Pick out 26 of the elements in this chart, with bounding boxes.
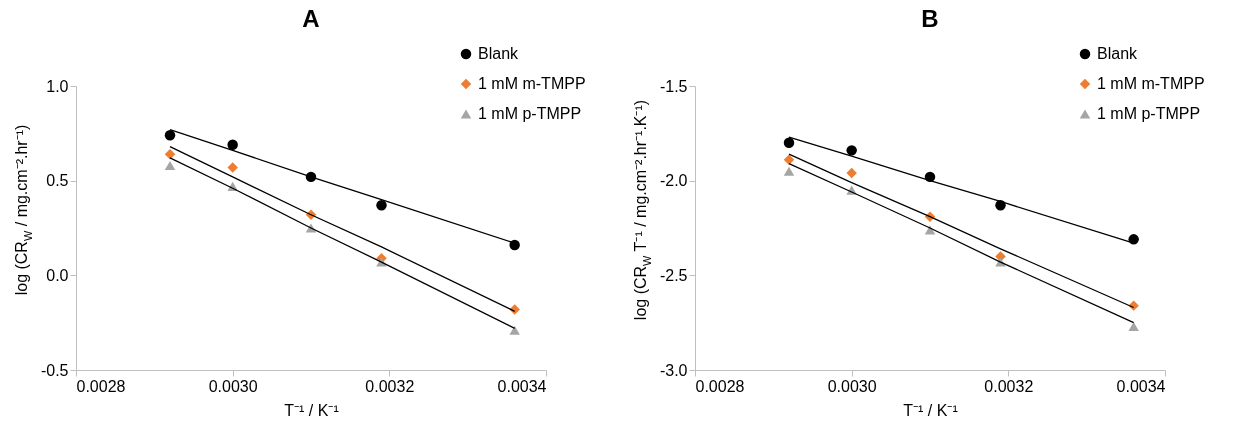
y-tick-label: 0.0 [46, 266, 69, 284]
legend-label: 1 mM p-TMPP [1097, 105, 1201, 122]
y-tick-label: -2.5 [659, 266, 688, 284]
x-tick-label: 0.0034 [497, 377, 547, 395]
y-tick-label: -2.0 [659, 172, 688, 190]
x-axis-title: T⁻¹ / K⁻¹ [903, 401, 958, 419]
y-tick-label: -0.5 [40, 361, 69, 379]
x-tick-label: 0.0030 [827, 377, 877, 395]
chart-title: B [921, 5, 939, 32]
y-tick-label: -3.0 [659, 361, 688, 379]
y-tick-label: -1.5 [659, 77, 688, 95]
x-tick-label: 0.0034 [1116, 377, 1166, 395]
legend-label: Blank [478, 45, 520, 62]
y-tick-label: 0.5 [46, 172, 69, 190]
x-tick-label: 0.0032 [984, 377, 1034, 395]
x-tick-label: 0.0028 [76, 377, 126, 395]
x-tick-label: 0.0032 [365, 377, 415, 395]
x-tick-label: 0.0028 [695, 377, 745, 395]
x-tick-label: 0.0030 [208, 377, 258, 395]
x-axis-title: T⁻¹ / K⁻¹ [284, 401, 339, 419]
y-tick-label: 1.0 [46, 77, 69, 95]
legend-label: Blank [1097, 45, 1139, 62]
legend-label: 1 mM p-TMPP [478, 105, 582, 122]
legend-label: 1 mM m-TMPP [1097, 75, 1205, 92]
chart-title: A [302, 5, 320, 32]
legend-label: 1 mM m-TMPP [478, 75, 586, 92]
